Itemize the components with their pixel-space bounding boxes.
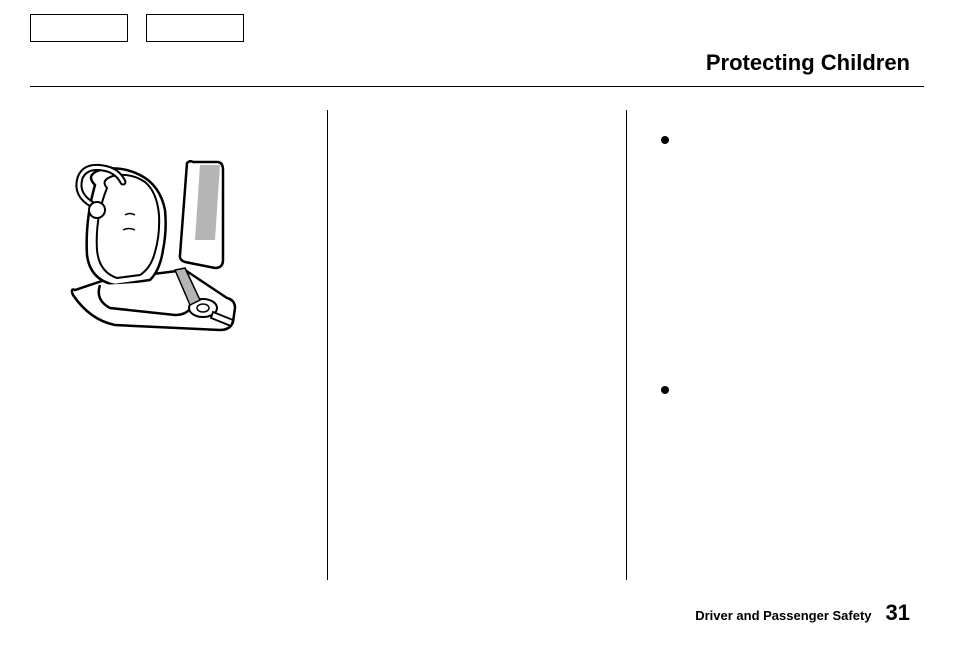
header-divider (30, 86, 924, 87)
column-middle (328, 110, 625, 580)
page-title: Protecting Children (706, 50, 910, 76)
bullet-point-1 (661, 136, 669, 144)
column-right (627, 110, 924, 580)
column-left (30, 110, 327, 580)
top-button-group (30, 14, 244, 42)
nav-button-1[interactable] (30, 14, 128, 42)
content-columns (30, 110, 924, 580)
nav-button-2[interactable] (146, 14, 244, 42)
child-seat-icon (45, 160, 275, 360)
page-footer: Driver and Passenger Safety 31 (695, 600, 910, 626)
footer-section-label: Driver and Passenger Safety (695, 608, 871, 623)
page-number: 31 (886, 600, 910, 626)
bullet-point-2 (661, 386, 669, 394)
